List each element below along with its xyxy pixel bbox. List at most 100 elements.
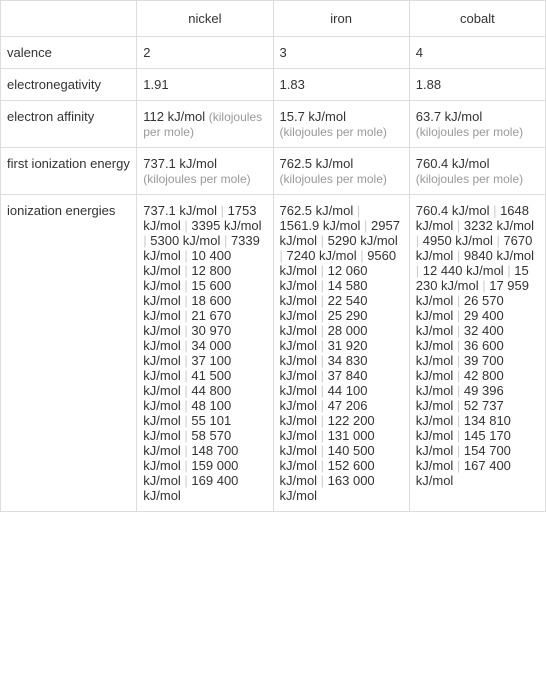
separator: | xyxy=(453,323,464,338)
row-header: electronegativity xyxy=(1,69,137,101)
table-row: electronegativity1.911.831.88 xyxy=(1,69,546,101)
energy-value: 737.1 kJ/mol xyxy=(143,203,217,218)
data-cell: 1.88 xyxy=(409,69,545,101)
separator: | xyxy=(280,248,287,263)
separator: | xyxy=(317,308,328,323)
separator: | xyxy=(317,233,328,248)
table-row: first ionization energy737.1 kJ/mol (kil… xyxy=(1,148,546,195)
separator: | xyxy=(317,263,328,278)
energy-value: 5290 kJ/mol xyxy=(328,233,398,248)
separator: | xyxy=(181,293,192,308)
data-cell: 112 kJ/mol (kilojoules per mole) xyxy=(137,101,273,148)
value-main: 112 kJ/mol xyxy=(143,109,209,124)
separator: | xyxy=(181,353,192,368)
separator: | xyxy=(453,458,464,473)
separator: | xyxy=(317,353,328,368)
separator: | xyxy=(453,413,464,428)
energy-value: 760.4 kJ/mol xyxy=(416,203,490,218)
energy-value: 4950 kJ/mol xyxy=(423,233,493,248)
value-note: (kilojoules per mole) xyxy=(416,172,523,186)
separator: | xyxy=(357,248,368,263)
column-header: cobalt xyxy=(409,1,545,37)
data-cell: 760.4 kJ/mol (kilojoules per mole) xyxy=(409,148,545,195)
separator: | xyxy=(181,263,192,278)
separator: | xyxy=(479,278,490,293)
column-header: nickel xyxy=(137,1,273,37)
separator: | xyxy=(317,428,328,443)
separator: | xyxy=(416,263,423,278)
separator: | xyxy=(317,278,328,293)
row-header: valence xyxy=(1,37,137,69)
separator: | xyxy=(317,368,328,383)
corner-cell xyxy=(1,1,137,37)
separator: | xyxy=(360,218,371,233)
value-main: 737.1 kJ/mol xyxy=(143,156,217,171)
separator: | xyxy=(453,293,464,308)
separator: | xyxy=(317,458,328,473)
separator: | xyxy=(416,233,423,248)
separator: | xyxy=(317,323,328,338)
separator: | xyxy=(489,203,500,218)
column-header: iron xyxy=(273,1,409,37)
separator: | xyxy=(181,398,192,413)
separator: | xyxy=(181,308,192,323)
data-cell: 63.7 kJ/mol (kilojoules per mole) xyxy=(409,101,545,148)
separator: | xyxy=(453,368,464,383)
value-note: (kilojoules per mole) xyxy=(280,172,387,186)
separator: | xyxy=(317,398,328,413)
table-body: valence234electronegativity1.911.831.88e… xyxy=(1,37,546,512)
energy-value: 5300 kJ/mol xyxy=(150,233,220,248)
separator: | xyxy=(220,233,231,248)
separator: | xyxy=(504,263,515,278)
data-cell: 3 xyxy=(273,37,409,69)
table-row: ionization energies737.1 kJ/mol | 1753 k… xyxy=(1,195,546,512)
separator: | xyxy=(181,338,192,353)
value-main: 762.5 kJ/mol xyxy=(280,156,354,171)
value-main: 760.4 kJ/mol xyxy=(416,156,490,171)
separator: | xyxy=(317,293,328,308)
separator: | xyxy=(217,203,228,218)
row-header: first ionization energy xyxy=(1,148,137,195)
data-cell: 4 xyxy=(409,37,545,69)
separator: | xyxy=(453,353,464,368)
separator: | xyxy=(453,338,464,353)
data-cell: 762.5 kJ/mol | 1561.9 kJ/mol | 2957 kJ/m… xyxy=(273,195,409,512)
energy-value: 3232 kJ/mol xyxy=(464,218,534,233)
separator: | xyxy=(181,248,192,263)
separator: | xyxy=(453,398,464,413)
data-cell: 1.83 xyxy=(273,69,409,101)
separator: | xyxy=(453,428,464,443)
value-note: (kilojoules per mole) xyxy=(416,125,523,139)
separator: | xyxy=(453,443,464,458)
separator: | xyxy=(181,458,192,473)
data-cell: 1.91 xyxy=(137,69,273,101)
separator: | xyxy=(317,383,328,398)
data-cell: 737.1 kJ/mol | 1753 kJ/mol | 3395 kJ/mol… xyxy=(137,195,273,512)
separator: | xyxy=(317,413,328,428)
separator: | xyxy=(181,218,192,233)
row-header: ionization energies xyxy=(1,195,137,512)
separator: | xyxy=(181,443,192,458)
energy-value: 9840 kJ/mol xyxy=(464,248,534,263)
data-cell: 760.4 kJ/mol | 1648 kJ/mol | 3232 kJ/mol… xyxy=(409,195,545,512)
data-cell: 737.1 kJ/mol (kilojoules per mole) xyxy=(137,148,273,195)
energy-value: 12 440 kJ/mol xyxy=(423,263,504,278)
table-row: valence234 xyxy=(1,37,546,69)
separator: | xyxy=(181,368,192,383)
separator: | xyxy=(317,338,328,353)
separator: | xyxy=(181,278,192,293)
header-row: nickel iron cobalt xyxy=(1,1,546,37)
separator: | xyxy=(317,473,328,488)
separator: | xyxy=(453,248,464,263)
energy-value: 7240 kJ/mol xyxy=(287,248,357,263)
separator: | xyxy=(453,218,464,233)
separator: | xyxy=(453,308,464,323)
value-main: 63.7 kJ/mol xyxy=(416,109,482,124)
row-header: electron affinity xyxy=(1,101,137,148)
separator: | xyxy=(181,413,192,428)
energy-value: 3395 kJ/mol xyxy=(191,218,261,233)
separator: | xyxy=(181,473,192,488)
data-cell: 15.7 kJ/mol (kilojoules per mole) xyxy=(273,101,409,148)
separator: | xyxy=(493,233,504,248)
separator: | xyxy=(353,203,360,218)
